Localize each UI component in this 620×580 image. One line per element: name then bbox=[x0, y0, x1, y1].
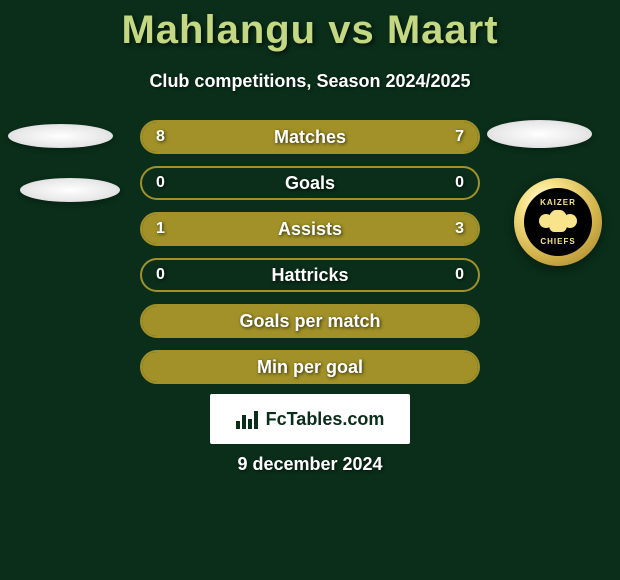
fctables-chart-icon bbox=[236, 409, 260, 429]
stat-label: Goals bbox=[285, 173, 335, 194]
stat-left-value: 8 bbox=[156, 128, 165, 146]
stat-bar-matches: 8 Matches 7 bbox=[140, 120, 480, 154]
badge-outer-circle: KAIZER CHIEFS bbox=[514, 178, 602, 266]
stat-right-value: 0 bbox=[455, 266, 464, 284]
date-text: 9 december 2024 bbox=[237, 454, 382, 475]
stat-bar-goals: 0 Goals 0 bbox=[140, 166, 480, 200]
stat-label: Goals per match bbox=[239, 311, 380, 332]
stat-label: Hattricks bbox=[271, 265, 348, 286]
stat-bar-goals-per-match: Goals per match bbox=[140, 304, 480, 338]
stat-bar-hattricks: 0 Hattricks 0 bbox=[140, 258, 480, 292]
badge-inner-circle: KAIZER CHIEFS bbox=[524, 188, 592, 256]
stat-right-value: 0 bbox=[455, 174, 464, 192]
stat-label: Assists bbox=[278, 219, 342, 240]
fctables-text: FcTables.com bbox=[266, 409, 385, 430]
stat-fill-right bbox=[226, 214, 478, 244]
page-title: Mahlangu vs Maart bbox=[0, 0, 620, 53]
stat-left-value: 0 bbox=[156, 174, 165, 192]
stat-left-value: 0 bbox=[156, 266, 165, 284]
stat-bar-min-per-goal: Min per goal bbox=[140, 350, 480, 384]
player1-badge-placeholder-1 bbox=[8, 124, 113, 148]
fctables-attribution[interactable]: FcTables.com bbox=[210, 394, 410, 444]
stat-fill-left bbox=[142, 214, 226, 244]
stat-bar-assists: 1 Assists 3 bbox=[140, 212, 480, 246]
team-badge-kaizer-chiefs: KAIZER CHIEFS bbox=[514, 178, 610, 266]
player1-badge-placeholder-2 bbox=[20, 178, 120, 202]
player2-badge-placeholder-1 bbox=[487, 120, 592, 148]
stat-label: Matches bbox=[274, 127, 346, 148]
page-subtitle: Club competitions, Season 2024/2025 bbox=[0, 71, 620, 92]
badge-center-graphic bbox=[539, 207, 577, 235]
stat-right-value: 3 bbox=[455, 220, 464, 238]
badge-text-top: KAIZER bbox=[540, 198, 576, 207]
stat-left-value: 1 bbox=[156, 220, 165, 238]
stats-container: 8 Matches 7 0 Goals 0 1 Assists 3 0 Hatt… bbox=[140, 120, 480, 396]
badge-ball-right-icon bbox=[563, 214, 577, 228]
stat-right-value: 7 bbox=[455, 128, 464, 146]
stat-label: Min per goal bbox=[257, 357, 363, 378]
badge-text-bottom: CHIEFS bbox=[540, 237, 575, 246]
